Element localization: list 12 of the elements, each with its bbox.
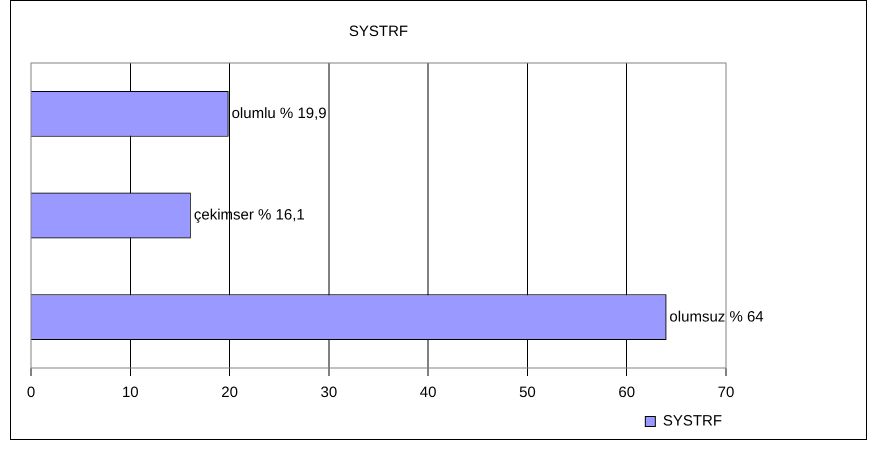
legend-label: SYSTRF: [662, 412, 722, 430]
x-tick-label: 70: [718, 384, 734, 402]
x-tick-label: 50: [519, 384, 536, 402]
x-tick-label: 0: [26, 384, 36, 402]
x-tick-label: 30: [320, 384, 338, 402]
x-tick-label: 20: [221, 384, 238, 402]
data-label: olumsuz % 64: [669, 308, 764, 326]
x-tick-label: 10: [122, 384, 139, 402]
data-label: olumlu % 19,9: [232, 104, 327, 122]
x-tick-label: 60: [618, 384, 636, 402]
chart-title: SYSTRF: [348, 23, 408, 40]
x-tick-label: 40: [420, 384, 436, 402]
